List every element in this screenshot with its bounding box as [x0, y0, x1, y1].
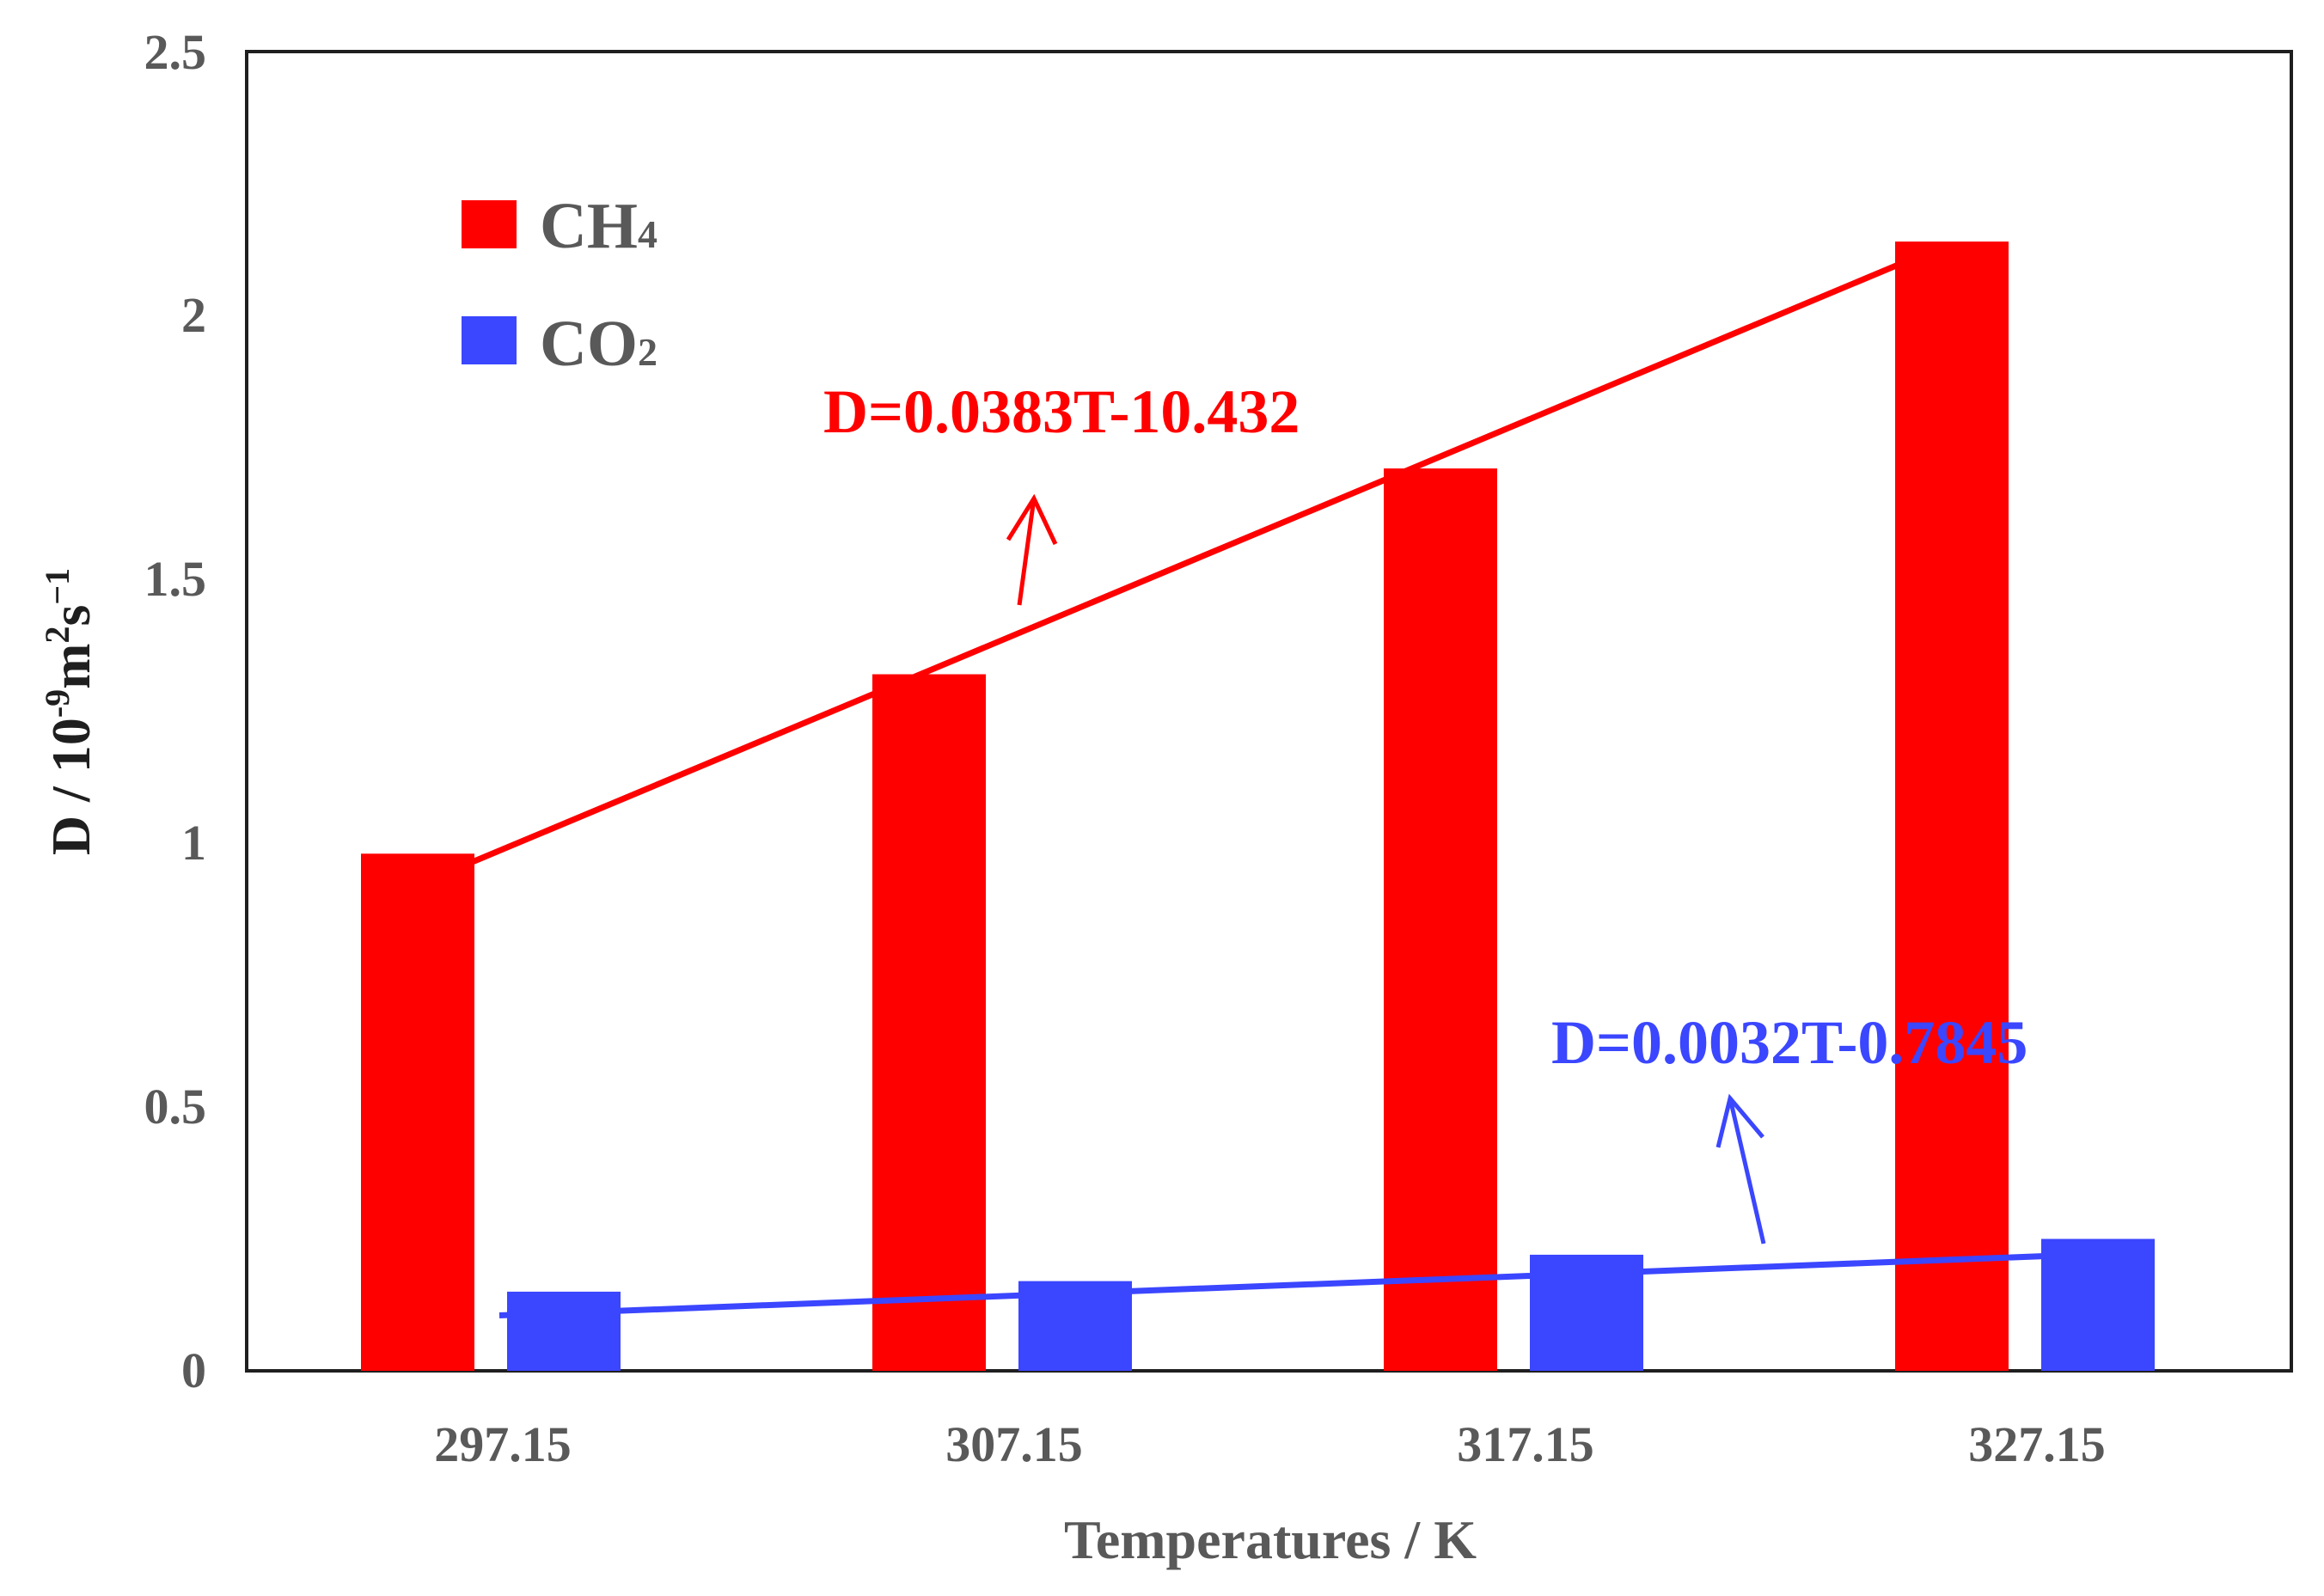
bar-ch4-317.15	[1384, 468, 1497, 1371]
legend-label-ch4: CH4	[540, 190, 657, 262]
trendlines-layer	[459, 247, 2082, 1319]
y-tick-label: 0.5	[144, 1079, 207, 1134]
bars-layer	[361, 242, 2155, 1371]
bar-ch4-297.15	[361, 853, 474, 1371]
x-tick-label: 307.15	[945, 1416, 1083, 1472]
y-tick-label: 1	[181, 815, 206, 871]
trendline-ch4	[459, 247, 1936, 870]
legend: CH4 CO2	[462, 190, 657, 380]
legend-swatch-ch4	[462, 200, 517, 248]
y-tick-label: 0	[181, 1342, 206, 1398]
bar-co2-327.15	[2041, 1238, 2155, 1371]
ch4-equation-label: D=0.0383T-10.432	[823, 377, 1300, 446]
plot-area-frame	[245, 50, 2293, 1373]
bar-co2-297.15	[507, 1291, 621, 1371]
legend-swatch-co2	[462, 316, 517, 364]
ch4-equation-arrow	[1006, 493, 1058, 606]
co2-equation-arrow	[1715, 1093, 1766, 1244]
bar-ch4-307.15	[872, 674, 986, 1371]
y-tick-label: 2	[181, 287, 206, 343]
x-axis-title: Temperatures / K	[1064, 1509, 1477, 1570]
x-tick-label: 327.15	[1968, 1416, 2106, 1472]
x-axis-ticks: 297.15 307.15 317.15 327.15	[434, 1416, 2106, 1472]
legend-label-co2: CO2	[540, 308, 657, 380]
y-axis-title: D / 10-9m2s−1	[38, 568, 101, 855]
trendline-co2	[498, 1251, 2082, 1319]
y-axis-ticks: 0 0.5 1 1.5 2 2.5	[144, 24, 207, 1398]
x-tick-label: 297.15	[434, 1416, 572, 1472]
y-tick-label: 1.5	[144, 551, 207, 607]
bar-ch4-327.15	[1895, 242, 2009, 1371]
co2-equation-label: D=0.0032T-0.7845	[1551, 1008, 2027, 1077]
y-tick-label: 2.5	[144, 24, 207, 80]
x-tick-label: 317.15	[1457, 1416, 1594, 1472]
